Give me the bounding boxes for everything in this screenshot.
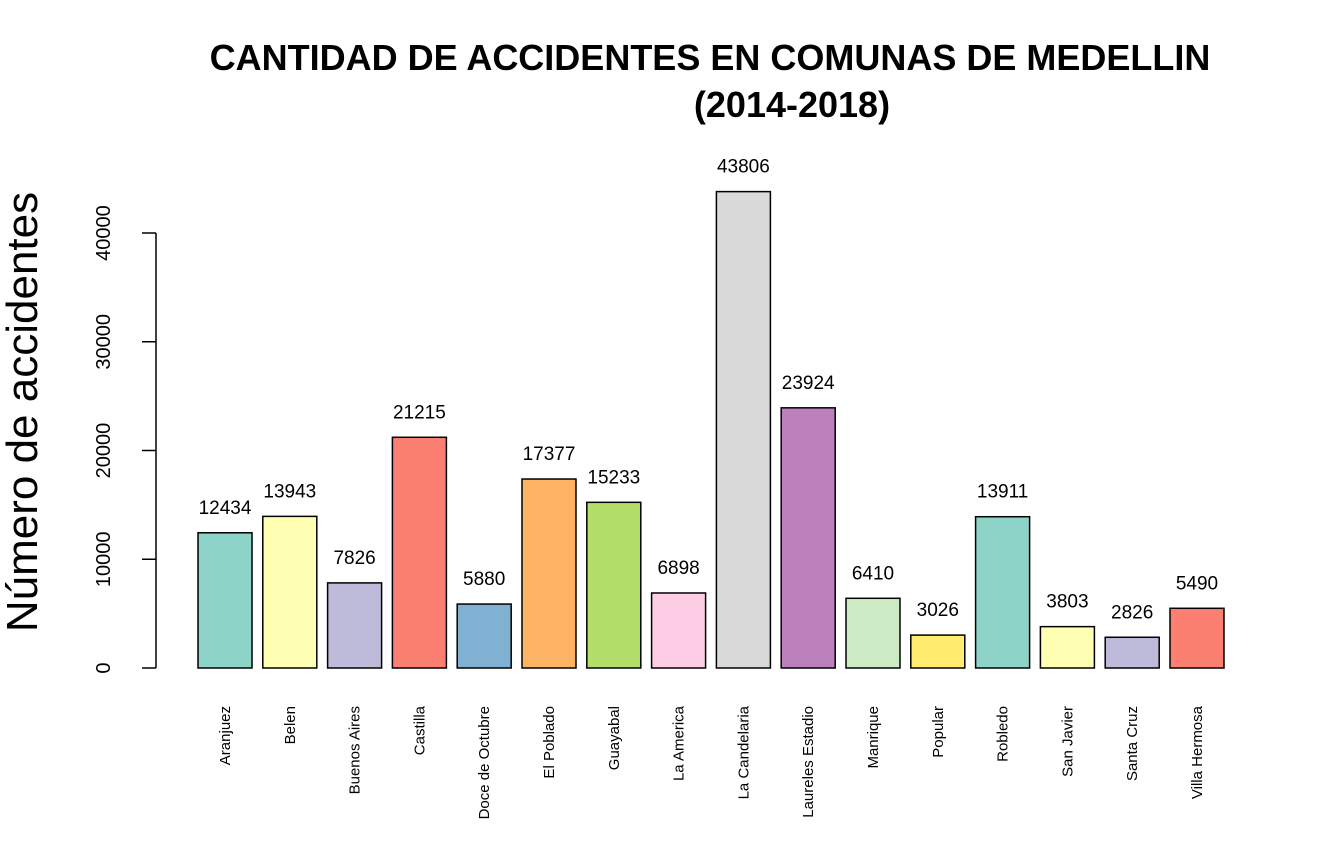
bar: [845, 597, 901, 669]
y-tick-label: 40000: [93, 205, 115, 261]
bar-value-label: 5880: [463, 569, 505, 590]
bar: [326, 582, 383, 669]
category-label: Popular: [930, 706, 947, 758]
bar: [456, 603, 512, 669]
category-labels-group: Aranjuez Belen Buenos Aires Castilla Doce de…: [217, 705, 1206, 819]
y-tick-label: 20000: [93, 423, 115, 479]
bar: [521, 478, 577, 669]
category-label: Buenos Aires: [347, 706, 364, 794]
category-label: Doce de Octubre: [476, 706, 493, 819]
category-label: Aranjuez: [217, 706, 234, 765]
bar-value-label: 15233: [587, 467, 640, 488]
category-label: Manrique: [865, 706, 882, 769]
bar: [715, 190, 772, 669]
bar-value-label: 3803: [1046, 592, 1088, 613]
category-label: Laureles Estadio: [800, 706, 817, 818]
category-label: La America: [671, 705, 688, 781]
bar-value-label: 6410: [852, 563, 894, 584]
bar: [1169, 607, 1225, 669]
bar: [197, 532, 253, 669]
bar: [391, 436, 448, 669]
category-label: Robledo: [995, 706, 1012, 762]
category-label: El Poblado: [541, 706, 558, 779]
bar-value-label: 12434: [199, 498, 252, 519]
category-label: San Javier: [1059, 706, 1076, 777]
category-label: Belen: [282, 706, 299, 744]
y-axis: 0 10000 20000 30000 40000: [93, 205, 157, 674]
y-tick-label: 0: [93, 662, 115, 673]
chart-title: CANTIDAD DE ACCIDENTES EN COMUNAS DE MED…: [210, 37, 1211, 78]
bar: [1104, 636, 1160, 669]
bars-group: [197, 190, 1225, 669]
y-tick-label: 30000: [93, 314, 115, 370]
bar-value-label: 43806: [717, 157, 770, 178]
value-labels-group: 12434 13943 7826 21215 5880 17377 15233 6898 438…: [199, 157, 1219, 624]
bar-value-label: 6898: [657, 558, 699, 579]
bar-value-label: 17377: [523, 444, 576, 465]
bar-value-label: 2826: [1111, 602, 1153, 623]
category-label: Guayabal: [606, 706, 623, 770]
bar-value-label: 5490: [1176, 573, 1218, 594]
category-label: Villa Hermosa: [1189, 705, 1206, 799]
bar: [586, 501, 642, 669]
bar: [974, 515, 1031, 669]
category-label: La Candelaria: [735, 705, 752, 799]
category-label: Santa Cruz: [1124, 706, 1141, 781]
bar-value-label: 21215: [393, 402, 446, 423]
y-axis-label: Número de accidentes: [0, 192, 47, 632]
bar-value-label: 13943: [263, 481, 316, 502]
bar: [780, 407, 836, 669]
bar: [650, 592, 707, 669]
bar-value-label: 7826: [333, 548, 375, 569]
chart-subtitle: (2014-2018): [694, 84, 890, 125]
bar-value-label: 3026: [917, 600, 959, 621]
y-tick-label: 10000: [93, 531, 115, 587]
bar: [262, 515, 318, 669]
category-label: Castilla: [411, 705, 428, 755]
bar: [910, 634, 966, 669]
bar-value-label: 13911: [977, 482, 1028, 503]
bar-value-label: 23924: [782, 373, 835, 394]
bar: [1039, 625, 1096, 669]
